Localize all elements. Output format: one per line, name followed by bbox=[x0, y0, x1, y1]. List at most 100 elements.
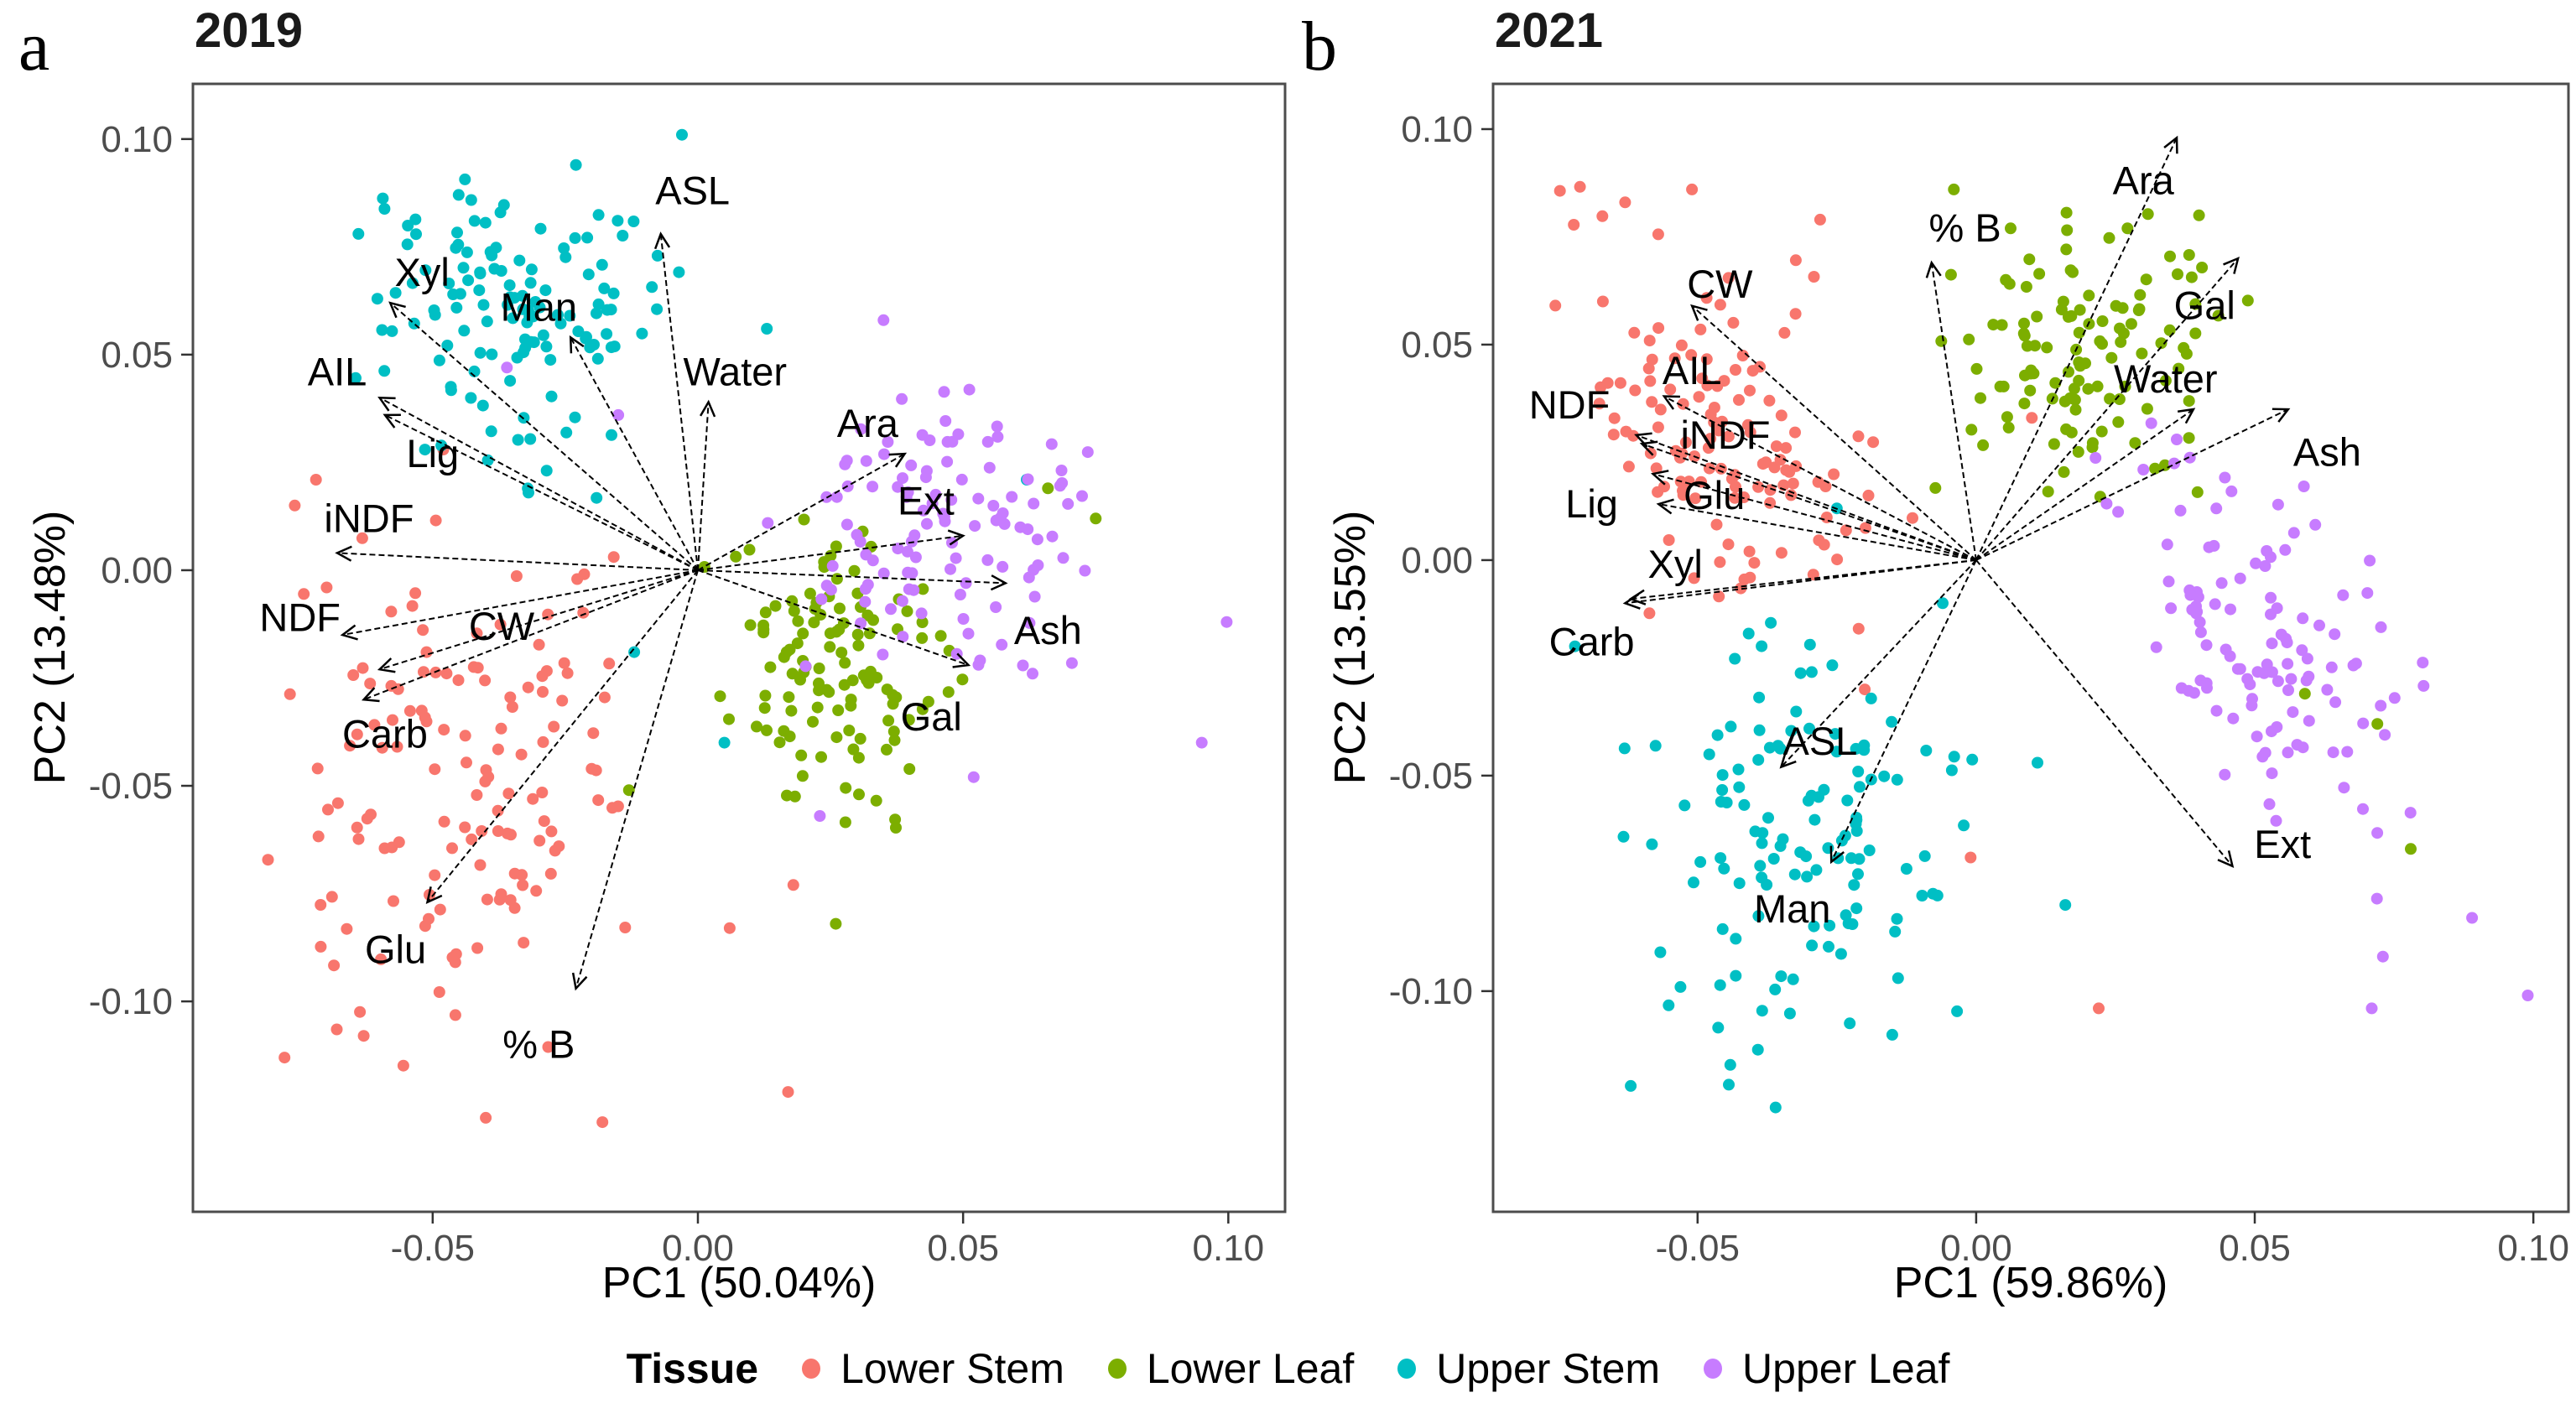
scatter-point bbox=[446, 842, 458, 855]
scatter-point bbox=[389, 287, 402, 299]
scatter-point bbox=[371, 293, 383, 305]
loading-label-B: % B bbox=[502, 1022, 575, 1067]
scatter-point bbox=[799, 660, 812, 673]
scatter-point bbox=[1716, 769, 1729, 782]
scatter-point bbox=[592, 298, 605, 310]
scatter-point bbox=[1716, 922, 1729, 935]
scatter-point bbox=[942, 686, 955, 699]
scatter-point bbox=[402, 220, 414, 231]
scatter-point bbox=[419, 264, 432, 277]
scatter-point bbox=[505, 829, 517, 841]
scatter-point bbox=[1770, 440, 1782, 453]
x-tick-label: 0.05 bbox=[927, 1228, 999, 1269]
scatter-point bbox=[956, 673, 969, 686]
scatter-point bbox=[477, 299, 490, 311]
scatter-point bbox=[902, 566, 914, 579]
scatter-point bbox=[788, 790, 801, 803]
scatter-point bbox=[1840, 524, 1852, 537]
scatter-point bbox=[1970, 362, 1983, 375]
loading-arrow-Man bbox=[569, 335, 699, 571]
scatter-point bbox=[761, 724, 773, 736]
scatter-point bbox=[449, 1009, 461, 1021]
scatter-point bbox=[839, 816, 851, 829]
scatter-point bbox=[485, 425, 497, 438]
scatter-point bbox=[434, 903, 446, 916]
scatter-point bbox=[2219, 768, 2231, 781]
loading-label-Glu: Glu bbox=[1684, 473, 1745, 517]
x-tick-label: -0.05 bbox=[1656, 1228, 1740, 1269]
scatter-point bbox=[312, 830, 325, 843]
scatter-point bbox=[2093, 1002, 2105, 1015]
scatter-point bbox=[2086, 437, 2099, 449]
scatter-point bbox=[792, 615, 804, 627]
scatter-point bbox=[862, 675, 875, 688]
scatter-point bbox=[2103, 231, 2115, 244]
panel-title-2021: 2021 bbox=[1495, 3, 1604, 58]
scatter-point bbox=[673, 266, 685, 278]
scatter-point bbox=[471, 942, 484, 954]
scatter-point bbox=[544, 867, 557, 880]
scatter-point bbox=[474, 266, 487, 278]
scatter-point bbox=[1765, 616, 1777, 629]
scatter-point bbox=[1834, 948, 1847, 960]
scatter-point bbox=[1780, 464, 1793, 476]
scatter-point bbox=[2174, 504, 2187, 517]
scatter-point bbox=[2161, 538, 2173, 551]
scatter-point bbox=[2003, 278, 2016, 290]
scatter-point bbox=[1722, 430, 1735, 443]
scatter-point bbox=[1852, 430, 1865, 443]
scatter-point bbox=[960, 577, 972, 590]
scatter-point bbox=[525, 263, 538, 276]
scatter-point bbox=[1945, 764, 1958, 777]
scatter-point bbox=[773, 736, 786, 749]
scatter-point bbox=[1686, 183, 1699, 195]
scatter-point bbox=[941, 455, 954, 468]
scatter-point bbox=[315, 940, 327, 953]
scatter-point bbox=[1823, 940, 1834, 953]
scatter-point bbox=[585, 762, 598, 775]
scatter-point bbox=[990, 601, 1002, 613]
scatter-point bbox=[558, 657, 570, 669]
loading-label-Gal: Gal bbox=[901, 694, 962, 739]
y-tick-label: -0.05 bbox=[1389, 756, 1473, 797]
scatter-point bbox=[2209, 598, 2221, 611]
scatter-point bbox=[1852, 622, 1865, 635]
scatter-point bbox=[1738, 798, 1751, 811]
scatter-point bbox=[2150, 641, 2162, 653]
scatter-point bbox=[368, 719, 381, 731]
scatter-point bbox=[2200, 639, 2213, 652]
scatter-point bbox=[877, 648, 889, 661]
scatter-point bbox=[1777, 833, 1789, 845]
scatter-point bbox=[826, 559, 839, 572]
scatter-point bbox=[1805, 789, 1818, 802]
scatter-points bbox=[262, 128, 1233, 1129]
scatter-point bbox=[1801, 870, 1814, 883]
scatter-point bbox=[1858, 744, 1871, 756]
scatter-point bbox=[1763, 394, 1776, 407]
scatter-point bbox=[480, 1111, 492, 1124]
loading-arrow-AIL bbox=[377, 396, 699, 571]
scatter-point bbox=[994, 512, 1007, 524]
scatter-point bbox=[2141, 403, 2153, 415]
scatter-point bbox=[945, 494, 958, 506]
scatter-point bbox=[1756, 837, 1768, 850]
scatter-point bbox=[2263, 798, 2276, 810]
legend-dot-icon bbox=[802, 1359, 821, 1379]
scatter-point bbox=[516, 289, 528, 302]
scatter-point bbox=[1751, 1043, 1764, 1056]
scatter-point bbox=[2250, 557, 2262, 569]
scatter-point bbox=[1891, 912, 1903, 925]
scatter-point bbox=[2119, 380, 2131, 392]
scatter-point bbox=[536, 787, 549, 798]
scatter-point bbox=[769, 600, 782, 612]
scatter-point bbox=[1748, 557, 1761, 569]
loading-label-AIL: AIL bbox=[308, 349, 367, 393]
scatter-point bbox=[1814, 213, 1826, 226]
legend-item-label: Lower Leaf bbox=[1146, 1345, 1355, 1392]
scatter-point bbox=[376, 741, 388, 754]
scatter-point bbox=[1752, 910, 1765, 922]
scatter-point bbox=[1725, 720, 1737, 733]
scatter-point bbox=[474, 346, 487, 359]
scatter-point bbox=[1709, 417, 1721, 429]
scatter-point bbox=[490, 242, 502, 254]
